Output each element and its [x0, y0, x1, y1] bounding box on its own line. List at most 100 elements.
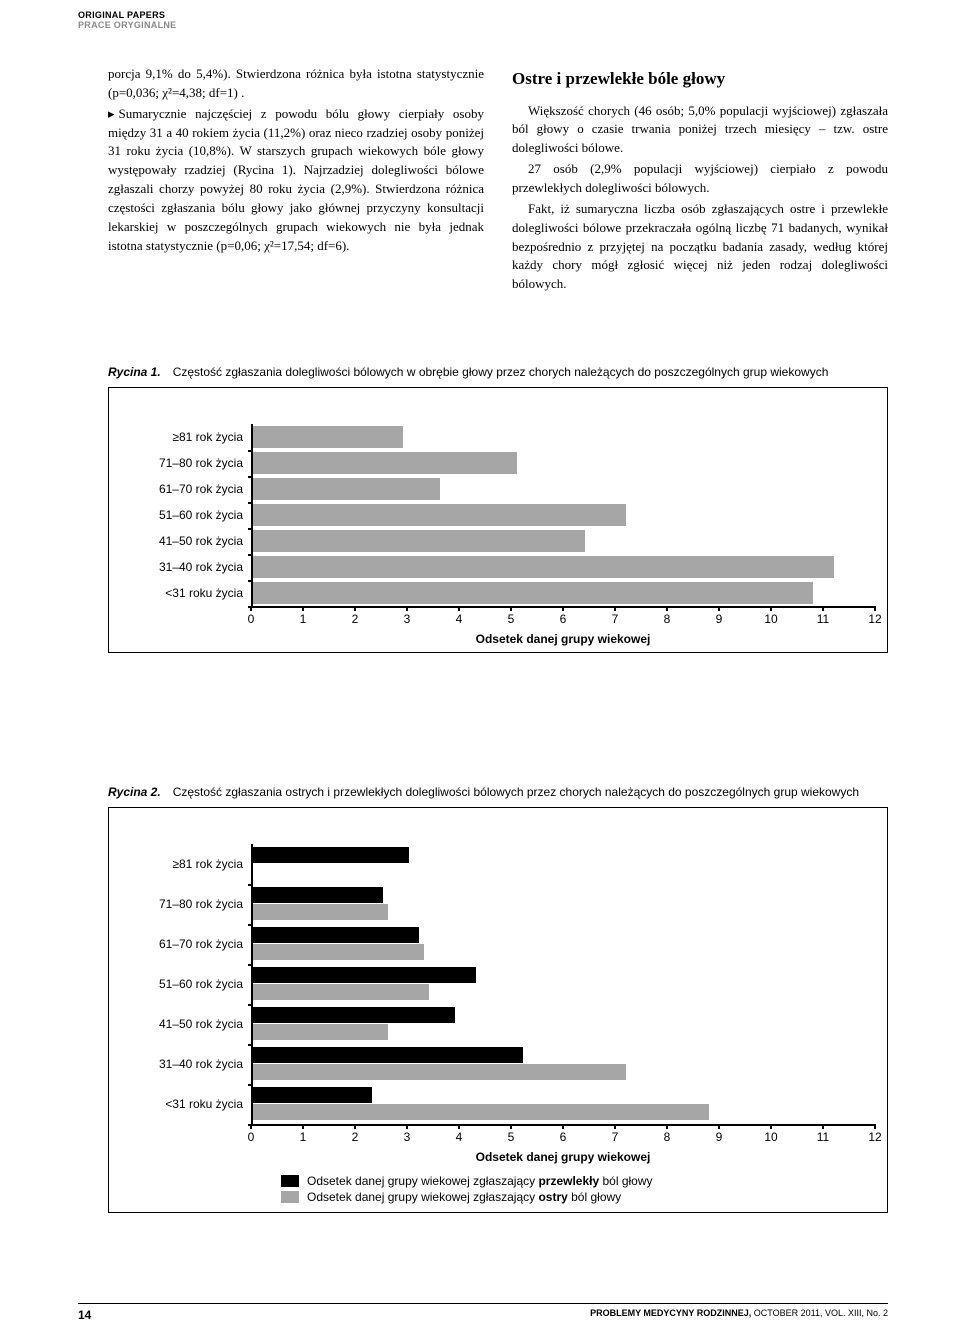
figure-1-x-tick: 5 — [508, 612, 515, 626]
figure-2-x-tick: 9 — [716, 1130, 723, 1144]
legend-swatch — [281, 1191, 299, 1203]
figure-2-x-tick: 3 — [404, 1130, 411, 1144]
figure-2-bar — [253, 887, 383, 903]
figure-2-legend-row: Odsetek danej grupy wiekowej zgłaszający… — [281, 1190, 875, 1204]
figure-2-inner: ≥81 rok życia71–80 rok życia61–70 rok ży… — [121, 844, 875, 1164]
figure-2-bar — [253, 1024, 388, 1040]
legend-text: Odsetek danej grupy wiekowej zgłaszający… — [307, 1174, 653, 1188]
figure-1-rows — [253, 424, 875, 606]
left-para-2-text: Sumarycznie najczęściej z powodu bólu gł… — [108, 106, 484, 253]
page-header: ORIGINAL PAPERS PRACE ORYGINALNE — [78, 10, 176, 30]
figure-2-plot-area — [251, 844, 875, 1126]
figure-2-rows — [253, 844, 875, 1124]
figure-2-bar — [253, 1087, 372, 1103]
figure-2-row — [253, 924, 875, 964]
figure-1-caption-text: Częstość zgłaszania dolegliwości bólowyc… — [173, 365, 829, 379]
figure-2-y-label: 31–40 rok życia — [121, 1044, 243, 1084]
page-footer: 14 PROBLEMY MEDYCYNY RODZINNEJ, OCTOBER … — [78, 1303, 888, 1322]
figure-1-chart-box: ≥81 rok życia71–80 rok życia61–70 rok ży… — [108, 387, 888, 653]
figure-1-row — [253, 554, 875, 580]
figure-1-bar — [253, 582, 813, 604]
figure-1-x-tick: 7 — [612, 612, 619, 626]
figure-1-y-label: 31–40 rok życia — [121, 554, 243, 580]
figure-1-bar — [253, 452, 517, 474]
page-number: 14 — [78, 1308, 91, 1322]
figure-2-x-tick: 1 — [300, 1130, 307, 1144]
figure-2-caption: Rycina 2.Częstość zgłaszania ostrych i p… — [108, 785, 888, 799]
figure-2-row — [253, 1084, 875, 1124]
figure-2-bar — [253, 927, 419, 943]
figure-1-num: Rycina 1. — [108, 365, 161, 379]
figure-2-x-axis: 0123456789101112 — [251, 1126, 875, 1148]
figure-1-x-tick: 1 — [300, 612, 307, 626]
body-text-columns: porcja 9,1% do 5,4%). Stwierdzona różnic… — [108, 65, 888, 296]
publication-name: PROBLEMY MEDYCYNY RODZINNEJ, — [590, 1308, 751, 1318]
figure-2-y-label: 71–80 rok życia — [121, 884, 243, 924]
figure-2-bar — [253, 1104, 709, 1120]
left-para-1: porcja 9,1% do 5,4%). Stwierdzona różnic… — [108, 65, 484, 103]
figure-2-x-tick: 0 — [248, 1130, 255, 1144]
figure-1-x-tick: 8 — [664, 612, 671, 626]
figure-2-bar — [253, 984, 429, 1000]
figure-1-plot-area — [251, 424, 875, 608]
figure-2-x-tick: 8 — [664, 1130, 671, 1144]
figure-1-x-tick: 12 — [868, 612, 881, 626]
figure-1-y-label: 71–80 rok życia — [121, 450, 243, 476]
figure-2-legend: Odsetek danej grupy wiekowej zgłaszający… — [281, 1174, 875, 1204]
figure-2-bar — [253, 1064, 626, 1080]
figure-1-bar — [253, 504, 626, 526]
figure-2-row — [253, 844, 875, 884]
figure-2-x-tick: 7 — [612, 1130, 619, 1144]
figure-2-y-label: 51–60 rok życia — [121, 964, 243, 1004]
figure-1-y-label: 51–60 rok życia — [121, 502, 243, 528]
figure-2-y-label: ≥81 rok życia — [121, 844, 243, 884]
legend-text: Odsetek danej grupy wiekowej zgłaszający… — [307, 1190, 621, 1204]
header-line-2: PRACE ORYGINALNE — [78, 20, 176, 30]
figure-2-x-tick: 6 — [560, 1130, 567, 1144]
figure-2-x-tick: 11 — [817, 1130, 829, 1144]
figure-1-x-axis: 0123456789101112 — [251, 608, 875, 630]
figure-1-bar — [253, 426, 403, 448]
figure-2-bar — [253, 967, 476, 983]
figure-1-y-label: ≥81 rok życia — [121, 424, 243, 450]
figure-1-x-tick: 4 — [456, 612, 463, 626]
figure-2-x-tick: 5 — [508, 1130, 515, 1144]
figure-1-bar — [253, 530, 585, 552]
figure-1-row — [253, 424, 875, 450]
figure-1: Rycina 1. Częstość zgłaszania dolegliwośc… — [108, 365, 888, 653]
figure-2-bar — [253, 1007, 455, 1023]
right-para-1: Większość chorych (46 osób; 5,0% populac… — [512, 102, 888, 159]
figure-1-row — [253, 580, 875, 606]
left-column: porcja 9,1% do 5,4%). Stwierdzona różnic… — [108, 65, 484, 296]
figure-2-y-label: 41–50 rok życia — [121, 1004, 243, 1044]
figure-2-x-tick: 2 — [352, 1130, 359, 1144]
right-heading: Ostre i przewlekłe bóle głowy — [512, 67, 888, 92]
figure-1-row — [253, 450, 875, 476]
figure-2-legend-row: Odsetek danej grupy wiekowej zgłaszający… — [281, 1174, 875, 1188]
figure-1-y-label: <31 roku życia — [121, 580, 243, 606]
figure-1-x-tick: 2 — [352, 612, 359, 626]
figure-2-bar — [253, 847, 409, 863]
publication-info: PROBLEMY MEDYCYNY RODZINNEJ, OCTOBER 201… — [590, 1308, 888, 1322]
figure-1-bar — [253, 478, 440, 500]
figure-1-row — [253, 528, 875, 554]
right-para-2: 27 osób (2,9% populacji wyjściowej) cier… — [512, 160, 888, 198]
figure-2-bar — [253, 904, 388, 920]
bullet-icon: ▸ — [108, 105, 115, 124]
figure-2-row — [253, 884, 875, 924]
right-para-3: Fakt, iż sumaryczna liczba osób zgłaszaj… — [512, 200, 888, 294]
figure-2-x-tick: 10 — [764, 1130, 777, 1144]
legend-swatch — [281, 1175, 299, 1187]
figure-1-y-label: 41–50 rok życia — [121, 528, 243, 554]
left-para-2: ▸Sumarycznie najczęściej z powodu bólu g… — [108, 105, 484, 256]
figure-2-x-tick: 4 — [456, 1130, 463, 1144]
figure-2-caption-text: Częstość zgłaszania ostrych i przewlekły… — [173, 785, 859, 799]
figure-2-row — [253, 1044, 875, 1084]
figure-1-y-labels: ≥81 rok życia71–80 rok życia61–70 rok ży… — [121, 424, 251, 646]
figure-2-bar — [253, 944, 424, 960]
figure-1-x-label: Odsetek danej grupy wiekowej — [251, 632, 875, 646]
figure-1-row — [253, 502, 875, 528]
figure-2-x-label: Odsetek danej grupy wiekowej — [251, 1150, 875, 1164]
publication-issue: OCTOBER 2011, VOL. XIII, No. 2 — [751, 1308, 888, 1318]
figure-2-y-labels: ≥81 rok życia71–80 rok życia61–70 rok ży… — [121, 844, 251, 1164]
